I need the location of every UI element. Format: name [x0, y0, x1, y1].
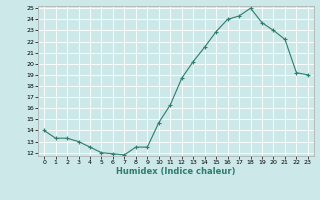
X-axis label: Humidex (Indice chaleur): Humidex (Indice chaleur)	[116, 167, 236, 176]
